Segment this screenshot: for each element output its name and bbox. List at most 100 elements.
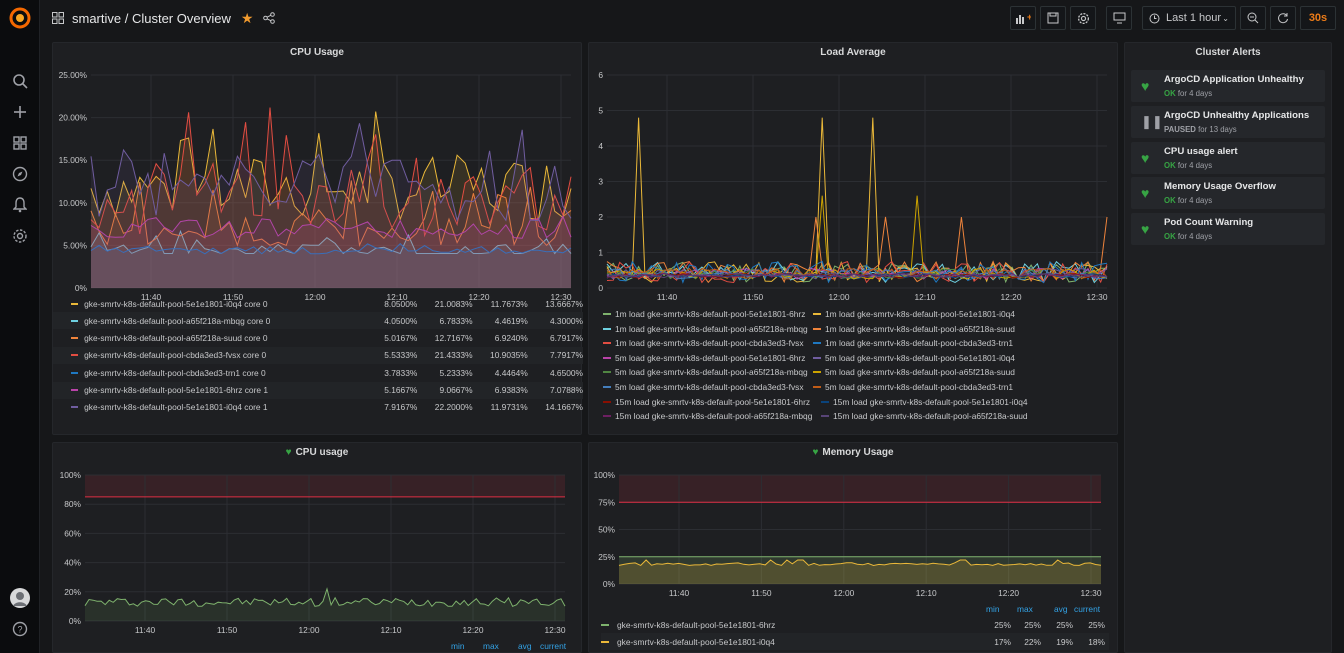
panel-title[interactable]: ♥ CPU usage <box>53 447 581 458</box>
legend-row[interactable]: gke-smrtv-k8s-default-pool-a65f218a-mbqg… <box>53 312 583 330</box>
dashboards-icon[interactable] <box>10 133 30 153</box>
dashboard-title[interactable]: smartive / Cluster Overview <box>72 10 231 26</box>
legend-item[interactable]: 15m load gke-smrtv-k8s-default-pool-a65f… <box>603 411 812 421</box>
legend-item[interactable]: 5m load gke-smrtv-k8s-default-pool-cbda3… <box>813 382 1013 392</box>
alert-status: OK for 4 days <box>1164 232 1212 241</box>
series-swatch <box>601 640 609 643</box>
legend-header-max[interactable]: max <box>1017 604 1033 614</box>
time-range-label: Last 1 hour <box>1166 12 1222 24</box>
legend-header-max[interactable]: max <box>483 641 499 651</box>
panel-title[interactable]: CPU Usage <box>290 47 344 58</box>
settings-icon[interactable] <box>10 226 30 246</box>
series-area <box>91 231 571 288</box>
legend-row[interactable]: gke-smrtv-k8s-default-pool-5e1e1801-i0q4… <box>601 633 1109 650</box>
legend-row[interactable]: gke-smrtv-k8s-default-pool-cbda3ed3-trn1… <box>53 364 583 381</box>
legend-item[interactable]: 15m load gke-smrtv-k8s-default-pool-a65f… <box>821 411 1028 421</box>
y-tick-label: 0% <box>603 579 616 589</box>
legend-row[interactable]: gke-smrtv-k8s-default-pool-5e1e1801-6hrz… <box>53 381 583 399</box>
legend-row[interactable]: gke-smrtv-k8s-default-pool-a65f218a-suud… <box>53 330 583 347</box>
legend-header-min[interactable]: min <box>986 604 1000 614</box>
legend-item[interactable]: 5m load gke-smrtv-k8s-default-pool-5e1e1… <box>813 353 1015 363</box>
dashboard-settings-button[interactable] <box>1070 6 1096 30</box>
legend-row[interactable]: gke-smrtv-k8s-default-pool-5e1e1801-i0q4… <box>53 399 583 416</box>
legend-item[interactable]: 5m load gke-smrtv-k8s-default-pool-cbda3… <box>603 382 804 392</box>
legend-item[interactable]: 15m load gke-smrtv-k8s-default-pool-5e1e… <box>603 397 810 407</box>
avatar[interactable] <box>10 588 30 608</box>
refresh-interval-button[interactable]: 30s <box>1300 6 1336 30</box>
legend-item[interactable]: 1m load gke-smrtv-k8s-default-pool-a65f2… <box>813 324 1015 334</box>
legend-item[interactable]: 5m load gke-smrtv-k8s-default-pool-a65f2… <box>813 367 1015 377</box>
memory-usage-chart[interactable]: 100% 75% 50% 25% 0% 11:40 11:50 12:00 12:10 12:20… <box>589 463 1119 613</box>
monitor-icon <box>1113 12 1125 24</box>
legend-item[interactable]: 1m load gke-smrtv-k8s-default-pool-cbda3… <box>813 338 1013 348</box>
refresh-button[interactable] <box>1270 6 1296 30</box>
series-current: 14.1667% <box>545 402 583 413</box>
y-tick-label: 60% <box>64 528 81 538</box>
panel-title[interactable]: ♥ Memory Usage <box>589 447 1117 458</box>
series-name: 5m load gke-smrtv-k8s-default-pool-a65f2… <box>825 367 1015 378</box>
cpu-usage-alert-chart[interactable]: 100% 80% 60% 40% 20% 0% 11:40 11:50 12:00 12:10 12… <box>53 463 583 653</box>
add-panel-button[interactable]: + <box>1010 6 1036 30</box>
panel-title[interactable]: Load Average <box>820 47 886 58</box>
x-tick-label: 12:10 <box>387 292 408 302</box>
zoom-out-button[interactable] <box>1240 6 1266 30</box>
plus-icon[interactable] <box>10 102 30 122</box>
grafana-logo-icon[interactable] <box>8 6 32 30</box>
legend-item[interactable]: 1m load gke-smrtv-k8s-default-pool-a65f2… <box>603 324 808 334</box>
legend-header-current[interactable]: current <box>540 641 567 651</box>
series-area <box>91 111 571 288</box>
help-icon[interactable]: ? <box>10 619 30 639</box>
alert-since: for 4 days <box>1177 160 1213 170</box>
series-swatch <box>71 319 79 322</box>
legend-row[interactable]: gke-smrtv-k8s-default-pool-5e1e1801-6hrz… <box>601 616 1109 633</box>
legend-header-avg[interactable]: avg <box>1054 604 1068 614</box>
series-avg: 10.9035% <box>490 350 528 361</box>
series-current: 13.6667% <box>545 301 583 309</box>
x-tick-label: 11:50 <box>751 588 772 598</box>
y-tick-label: 5 <box>598 106 603 116</box>
tv-mode-button[interactable] <box>1106 6 1132 30</box>
share-icon[interactable] <box>263 12 276 24</box>
y-tick-label: 10.00% <box>59 198 88 208</box>
save-dashboard-button[interactable] <box>1040 6 1066 30</box>
alert-item[interactable]: ♥ ArgoCD Application Unhealthy OK for 4 da… <box>1131 70 1325 102</box>
x-tick-label: 12:00 <box>305 292 326 302</box>
series-swatch <box>71 371 79 374</box>
legend-header-min[interactable]: min <box>451 641 465 651</box>
legend-header-avg[interactable]: avg <box>518 641 532 651</box>
y-tick-label: 2 <box>598 212 603 222</box>
alert-item[interactable]: ♥ CPU usage alert OK for 4 days <box>1131 141 1325 174</box>
legend-item[interactable]: 5m load gke-smrtv-k8s-default-pool-a65f2… <box>603 367 808 377</box>
legend-row[interactable]: gke-smrtv-k8s-default-pool-cbda3ed3-fvsx… <box>53 346 583 364</box>
alert-item[interactable]: ♥ Pod Count Warning OK for 4 days <box>1131 213 1325 246</box>
alert-status: OK for 4 days <box>1164 196 1212 205</box>
legend-item[interactable]: 1m load gke-smrtv-k8s-default-pool-5e1e1… <box>603 309 805 319</box>
x-tick-label: 12:30 <box>1081 588 1102 598</box>
explore-icon[interactable] <box>10 164 30 184</box>
star-icon[interactable]: ★ <box>240 9 254 26</box>
search-icon[interactable] <box>10 71 30 91</box>
panel-title[interactable]: Cluster Alerts <box>1195 47 1261 58</box>
legend-item[interactable]: 1m load gke-smrtv-k8s-default-pool-5e1e1… <box>813 309 1015 319</box>
load-average-panel: Load Average 6 5 4 3 2 1 0 11:40 11:50 12:00 12:10… <box>588 42 1118 435</box>
series-max: 22.2000% <box>434 402 473 413</box>
alert-item[interactable]: ♥ Memory Usage Overflow OK for 4 days <box>1131 177 1325 210</box>
load-average-chart[interactable]: 6 5 4 3 2 1 0 11:40 11:50 12:00 12:10 12:20 12:30 <box>589 63 1119 323</box>
legend-header-current[interactable]: current <box>1074 604 1101 614</box>
series-current: 6.7917% <box>549 333 583 344</box>
sidebar: ? <box>0 0 40 653</box>
series-name: 1m load gke-smrtv-k8s-default-pool-a65f2… <box>825 323 1015 334</box>
legend-row[interactable]: gke-smrtv-k8s-default-pool-5e1e1801-i0q4… <box>53 301 583 312</box>
alert-state: OK <box>1164 196 1176 206</box>
alerting-icon[interactable] <box>10 195 30 215</box>
legend-item[interactable]: 15m load gke-smrtv-k8s-default-pool-5e1e… <box>821 397 1028 407</box>
legend-item[interactable]: 5m load gke-smrtv-k8s-default-pool-5e1e1… <box>603 353 805 363</box>
series-max: 6.7833% <box>439 315 473 326</box>
alert-item[interactable]: ❚❚ ArgoCD Unhealthy Applications PAUSED fo… <box>1131 105 1325 138</box>
legend-item[interactable]: 1m load gke-smrtv-k8s-default-pool-cbda3… <box>603 338 804 348</box>
y-tick-label: 4 <box>598 141 603 151</box>
series-line <box>606 267 1108 280</box>
cpu-usage-chart[interactable]: 25.00% 20.00% 15.00% 10.00% 5.00% 0% 11:40 11:5… <box>53 63 583 323</box>
time-picker-button[interactable]: Last 1 hour ⌄ <box>1142 6 1236 30</box>
y-tick-label: 100% <box>594 470 616 480</box>
